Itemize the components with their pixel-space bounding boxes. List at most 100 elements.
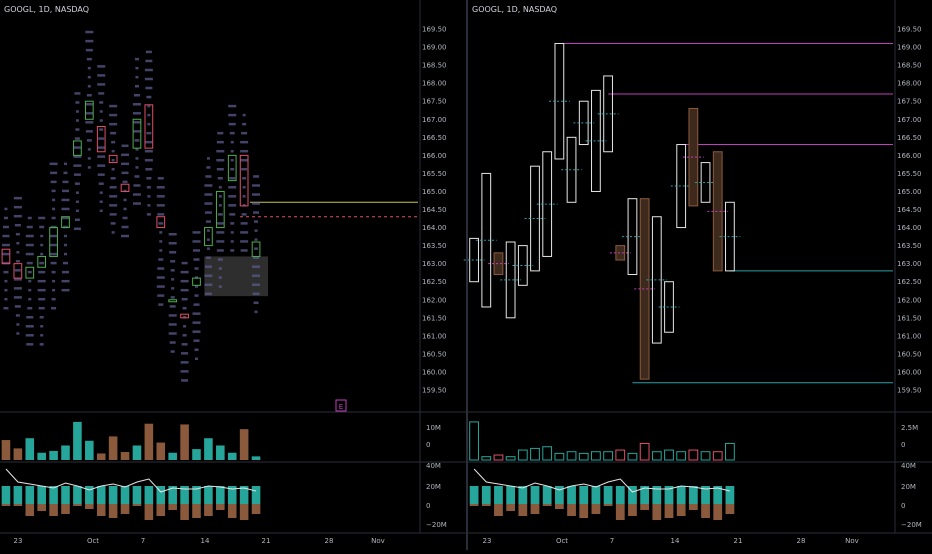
left-osc-line xyxy=(5,468,257,493)
left-profile-bar xyxy=(204,283,213,287)
left-profile-bar xyxy=(218,285,222,288)
left-profile-bar xyxy=(181,379,189,382)
left-profile-bar xyxy=(218,195,222,198)
left-profile-bar xyxy=(241,131,248,135)
left-price-tick: 168.50 xyxy=(422,62,447,70)
left-volume-bar xyxy=(61,445,70,460)
right-osc-pos-bar xyxy=(701,486,710,504)
left-profile-bar xyxy=(242,177,247,180)
right-price-tick: 164.50 xyxy=(897,206,922,214)
left-profile-bar xyxy=(216,240,225,243)
left-profile-bar xyxy=(147,122,151,126)
left-profile-bar xyxy=(109,204,118,207)
left-profile-bar xyxy=(133,184,141,187)
right-osc-pos-bar xyxy=(591,486,601,504)
left-profile-bar xyxy=(74,182,80,185)
left-profile-bar xyxy=(111,158,115,162)
left-profile-bar xyxy=(13,278,22,281)
left-profile-bar xyxy=(25,234,34,238)
left-osc-pos-bar xyxy=(96,486,106,504)
left-profile-bar xyxy=(216,249,224,252)
left-osc-pos-bar xyxy=(49,486,58,504)
right-osc-neg-bar xyxy=(628,504,637,516)
left-profile-bar xyxy=(40,325,44,328)
left-profile-bar xyxy=(242,204,246,207)
left-profile-bar xyxy=(181,261,188,265)
left-profile-bar xyxy=(192,231,201,234)
left-profile-bar xyxy=(38,306,45,310)
left-profile-bar xyxy=(1,243,10,247)
left-profile-bar xyxy=(254,229,258,232)
left-profile-bar xyxy=(147,104,151,108)
left-profile-bar xyxy=(28,297,32,301)
left-profile-bar xyxy=(158,303,164,306)
left-profile-bar xyxy=(170,260,176,263)
left-profile-bar xyxy=(3,306,9,310)
left-profile-bar xyxy=(85,30,94,34)
left-profile-bar xyxy=(218,276,222,279)
left-osc-pos-bar xyxy=(251,486,261,504)
left-volume-tick: 0 xyxy=(426,441,430,449)
left-volume-bar xyxy=(132,445,142,460)
left-profile-bar xyxy=(39,316,44,319)
left-profile-bar xyxy=(27,216,32,220)
left-candle xyxy=(1,248,11,265)
right-symbol-title: GOOGL, 1D, NASDAQ xyxy=(472,5,558,14)
left-profile-bar xyxy=(240,231,249,234)
left-profile-bar xyxy=(49,234,58,238)
left-osc-neg-bar xyxy=(73,504,82,506)
left-profile-bar xyxy=(87,84,91,88)
earnings-marker-box xyxy=(335,399,347,412)
left-volume-bar xyxy=(180,424,189,460)
right-volume-bar xyxy=(591,451,601,461)
right-osc-pos-bar xyxy=(640,486,650,504)
left-profile-bar xyxy=(156,186,165,189)
left-price-tick: 162.50 xyxy=(422,278,447,286)
left-profile-bar xyxy=(51,216,56,220)
left-profile-bar xyxy=(204,265,212,268)
left-profile-bar xyxy=(193,303,200,306)
left-profile-bar xyxy=(240,240,249,243)
left-osc-pos-bar xyxy=(227,486,237,504)
left-profile-bar xyxy=(64,162,67,166)
left-candle xyxy=(49,227,58,257)
left-osc-neg-bar xyxy=(1,504,11,506)
left-profile-bar xyxy=(169,251,177,254)
left-profile-bar xyxy=(50,225,57,229)
left-osc-neg-bar xyxy=(204,504,213,516)
right-price-tick: 162.50 xyxy=(897,278,922,286)
left-profile-bar xyxy=(3,270,9,274)
left-price-tick: 163.50 xyxy=(422,242,447,250)
left-profile-bar xyxy=(204,292,212,296)
left-profile-bar xyxy=(132,103,141,106)
left-profile-bar xyxy=(51,189,56,193)
right-volume-bar xyxy=(578,452,589,461)
left-profile-bar xyxy=(134,57,139,61)
left-profile-bar xyxy=(87,66,91,70)
left-profile-bar xyxy=(49,243,58,247)
right-volume-bar xyxy=(554,452,565,461)
left-profile-bar xyxy=(16,242,20,245)
left-profile-bar xyxy=(230,249,235,252)
left-profile-bar xyxy=(27,306,33,310)
left-profile-bar xyxy=(73,173,81,176)
right-volume-bar xyxy=(664,449,674,461)
left-profile-bar xyxy=(62,270,69,274)
left-osc-pos-bar xyxy=(61,486,70,504)
left-profile-bar xyxy=(144,68,153,72)
right-osc-neg-bar xyxy=(567,504,576,516)
left-profile-bar xyxy=(111,140,116,144)
left-profile-bar xyxy=(75,191,79,194)
left-osc-neg-bar xyxy=(108,504,118,518)
left-volume-bar xyxy=(192,449,201,460)
left-profile-bar xyxy=(192,240,201,243)
left-profile-bar xyxy=(85,121,94,124)
left-price-tick: 163.00 xyxy=(422,260,447,268)
left-profile-bar xyxy=(50,180,57,184)
left-profile-bar xyxy=(26,343,34,346)
left-osc-neg-bar xyxy=(168,504,177,510)
left-volume-bar xyxy=(13,448,23,460)
left-profile-bar xyxy=(228,104,237,108)
right-osc-pos-bar xyxy=(713,486,723,504)
right-volume-bar xyxy=(676,451,687,461)
